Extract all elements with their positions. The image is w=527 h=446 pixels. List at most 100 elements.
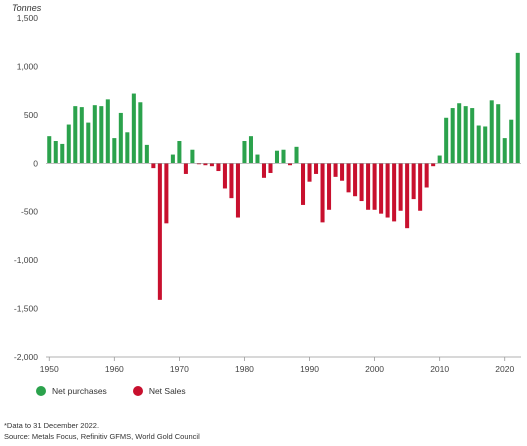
bar bbox=[418, 163, 423, 211]
bar bbox=[340, 163, 345, 181]
legend-item-net-sales: Net Sales bbox=[132, 386, 186, 396]
bar bbox=[229, 163, 234, 199]
bar bbox=[118, 112, 123, 164]
bar bbox=[268, 163, 273, 173]
bar bbox=[287, 163, 293, 166]
bar bbox=[138, 102, 143, 164]
bar bbox=[476, 125, 481, 164]
x-tick-label: 1960 bbox=[105, 364, 124, 374]
bar bbox=[216, 163, 221, 172]
bar bbox=[79, 107, 84, 164]
bar bbox=[385, 163, 390, 218]
legend-label-net-sales: Net Sales bbox=[148, 386, 186, 396]
x-tick-label: 1970 bbox=[170, 364, 189, 374]
y-tick-label: -1,500 bbox=[14, 304, 38, 314]
bar bbox=[125, 132, 130, 164]
bar bbox=[333, 163, 338, 177]
bar bbox=[470, 108, 475, 164]
net-purchases-swatch bbox=[36, 386, 46, 396]
bar bbox=[437, 155, 442, 164]
net-sales-swatch bbox=[132, 386, 143, 396]
bar bbox=[327, 163, 332, 210]
bar bbox=[190, 149, 195, 164]
x-axis: 1950 1960 1970 1980 1990 2000 2010 2020 bbox=[40, 357, 514, 374]
bar bbox=[66, 124, 71, 164]
bar bbox=[444, 117, 449, 164]
bar bbox=[209, 163, 214, 167]
bar bbox=[379, 163, 384, 214]
bar bbox=[151, 163, 156, 169]
bar bbox=[177, 141, 182, 164]
bar bbox=[483, 126, 488, 164]
footnote: *Data to 31 December 2022. bbox=[4, 421, 100, 430]
bar bbox=[353, 163, 358, 197]
bar bbox=[489, 100, 494, 164]
y-axis-unit-label: Tonnes bbox=[12, 3, 42, 13]
bar bbox=[203, 163, 208, 166]
bars bbox=[47, 52, 520, 300]
source-note: Source: Metals Focus, Refinitiv GFMS, Wo… bbox=[4, 432, 200, 441]
bar bbox=[405, 163, 410, 229]
bar bbox=[274, 150, 280, 164]
bar bbox=[502, 138, 507, 164]
bar bbox=[112, 138, 117, 164]
bar bbox=[392, 163, 397, 222]
bar bbox=[372, 163, 377, 210]
bar bbox=[457, 103, 462, 164]
bar bbox=[515, 52, 520, 164]
bar bbox=[294, 146, 299, 164]
bar bbox=[463, 106, 468, 164]
x-tick-label: 1990 bbox=[300, 364, 319, 374]
bar bbox=[301, 163, 306, 205]
y-tick-label: -500 bbox=[21, 207, 38, 217]
bar bbox=[60, 143, 65, 164]
bar bbox=[314, 163, 319, 174]
bar bbox=[105, 99, 110, 164]
y-tick-label: 1,500 bbox=[17, 13, 39, 23]
y-tick-label: 500 bbox=[24, 110, 38, 120]
bar bbox=[424, 163, 429, 188]
bar bbox=[509, 119, 514, 164]
bar bbox=[196, 163, 201, 165]
legend: Net purchases Net Sales bbox=[36, 386, 186, 396]
bar bbox=[73, 106, 78, 164]
bar bbox=[47, 136, 52, 164]
bar bbox=[307, 163, 312, 182]
bar bbox=[450, 108, 455, 164]
x-tick-label: 2000 bbox=[365, 364, 384, 374]
bar bbox=[248, 136, 253, 164]
bar bbox=[261, 163, 266, 178]
bar bbox=[359, 163, 364, 202]
bar bbox=[86, 122, 91, 164]
y-tick-label: -1,000 bbox=[14, 255, 38, 265]
bar-chart: Tonnes 1,500 1,000 500 0 -500 -1,000 -1,500 -2,… bbox=[12, 3, 521, 374]
bar bbox=[144, 144, 149, 164]
bar bbox=[99, 106, 104, 164]
bar bbox=[157, 163, 162, 300]
bar bbox=[255, 154, 260, 164]
bar bbox=[431, 163, 436, 167]
bar bbox=[170, 154, 175, 164]
bar bbox=[346, 163, 351, 193]
bar bbox=[92, 105, 97, 164]
bar bbox=[131, 93, 136, 164]
x-tick-label: 1950 bbox=[40, 364, 59, 374]
bar bbox=[320, 163, 325, 223]
bar bbox=[235, 163, 240, 218]
bar bbox=[281, 149, 286, 164]
bar bbox=[496, 104, 501, 164]
bar bbox=[411, 163, 416, 200]
bar bbox=[366, 163, 371, 210]
x-tick-label: 2010 bbox=[430, 364, 449, 374]
y-tick-label: 0 bbox=[33, 158, 38, 168]
legend-item-net-purchases: Net purchases bbox=[36, 386, 107, 396]
bar bbox=[164, 163, 169, 224]
y-axis: 1,500 1,000 500 0 -500 -1,000 -1,500 -2,000 bbox=[14, 13, 38, 362]
bar bbox=[53, 141, 58, 164]
x-tick-label: 1980 bbox=[235, 364, 254, 374]
notes: *Data to 31 December 2022. Source: Metal… bbox=[4, 420, 200, 442]
bar bbox=[242, 141, 247, 164]
bar bbox=[398, 163, 403, 211]
legend-label-net-purchases: Net purchases bbox=[52, 386, 107, 396]
bar bbox=[222, 163, 227, 189]
